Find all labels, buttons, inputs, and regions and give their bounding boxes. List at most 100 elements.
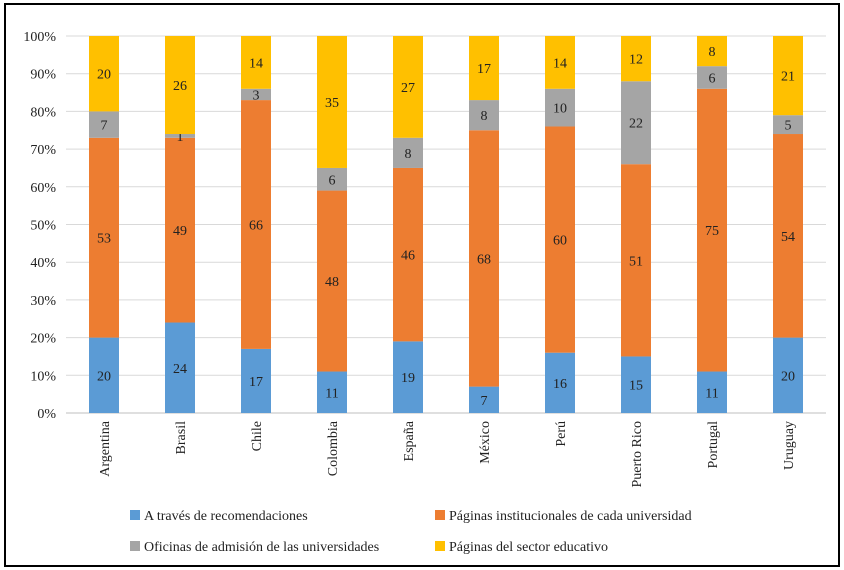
bar-segment — [165, 134, 195, 138]
bar-segment — [773, 115, 803, 135]
data-label: 20 — [781, 369, 795, 384]
bar-segment — [165, 137, 195, 323]
data-label: 60 — [553, 234, 567, 249]
category-label: Chile — [250, 421, 265, 451]
category-label: Argentina — [98, 420, 113, 477]
y-tick-label: 50% — [30, 219, 56, 234]
bar-segment — [697, 88, 727, 372]
data-label: 35 — [325, 96, 339, 111]
bar-segment — [469, 36, 499, 101]
bar-segment — [773, 36, 803, 116]
category-label: Brasil — [174, 421, 189, 455]
bar-segment — [393, 36, 423, 138]
bar-segment — [89, 111, 119, 138]
bar-segment — [773, 134, 803, 338]
bar-segment — [241, 348, 271, 413]
y-tick-label: 20% — [30, 332, 56, 347]
bar-segment — [469, 386, 499, 413]
category-label: Colombia — [326, 420, 341, 476]
data-label: 14 — [249, 56, 263, 71]
data-label: 20 — [97, 68, 111, 83]
bar-segment — [89, 337, 119, 413]
category-label: México — [478, 421, 493, 464]
data-label: 53 — [97, 232, 111, 247]
data-label: 1 — [177, 130, 184, 145]
legend-swatch — [130, 541, 140, 551]
data-label: 48 — [325, 275, 339, 290]
legend-label: Páginas institucionales de cada universi… — [449, 509, 692, 524]
y-tick-label: 80% — [30, 105, 56, 120]
bar-segment — [545, 352, 575, 413]
bar-segment — [241, 100, 271, 349]
data-label: 16 — [553, 377, 567, 392]
bar-segment — [545, 126, 575, 353]
category-label: Perú — [554, 421, 569, 447]
data-label: 17 — [477, 62, 491, 77]
category-label: Puerto Rico — [630, 421, 645, 488]
category-label: Portugal — [706, 421, 721, 469]
bar-segment — [545, 88, 575, 127]
data-label: 11 — [325, 386, 338, 401]
bar-segment — [621, 164, 651, 357]
data-label: 46 — [401, 249, 415, 264]
bar-segment — [697, 371, 727, 413]
bar-segment — [469, 130, 499, 387]
data-label: 21 — [781, 70, 795, 85]
data-label: 26 — [173, 79, 187, 94]
data-label: 7 — [481, 394, 488, 409]
bar-segment — [165, 322, 195, 413]
bar-segment — [89, 137, 119, 338]
bars: 2053720244912617663141148635194682776881… — [89, 36, 803, 413]
y-tick-label: 90% — [30, 68, 56, 83]
legend-swatch — [130, 510, 140, 520]
bar-segment — [317, 371, 347, 413]
legend-swatch — [435, 510, 445, 520]
data-label: 8 — [709, 45, 716, 60]
y-tick-label: 100% — [23, 30, 56, 45]
data-label: 6 — [709, 71, 716, 86]
bar-segment — [317, 190, 347, 372]
data-label: 14 — [553, 56, 567, 71]
data-label: 12 — [629, 53, 643, 68]
category-label: España — [402, 420, 417, 461]
y-axis-ticks: 0% 10% 20% 30% 40% 50% 60% 70% 80% 90% 100% — [23, 30, 56, 422]
data-label: 51 — [629, 254, 643, 269]
bar-segment — [469, 100, 499, 131]
data-label: 10 — [553, 102, 567, 117]
data-label: 15 — [629, 379, 643, 394]
bar-segment — [89, 36, 119, 112]
bar-segment — [621, 81, 651, 165]
data-label: 6 — [329, 173, 336, 188]
legend: A través de recomendaciones Páginas insti… — [130, 509, 692, 555]
data-label: 27 — [401, 81, 415, 96]
category-label: Uruguay — [782, 421, 797, 470]
bar-segment — [317, 36, 347, 168]
data-label: 5 — [785, 119, 792, 134]
data-label: 49 — [173, 224, 187, 239]
y-tick-label: 10% — [30, 369, 56, 384]
y-tick-label: 40% — [30, 256, 56, 271]
data-label: 22 — [629, 117, 643, 132]
bar-segment — [241, 88, 271, 101]
legend-label: Oficinas de admisión de las universidade… — [144, 540, 379, 555]
bar-segment — [621, 356, 651, 413]
data-label: 8 — [405, 147, 412, 162]
bar-segment — [317, 167, 347, 191]
y-tick-label: 70% — [30, 143, 56, 158]
bar-segment — [393, 137, 423, 168]
bar-segment — [241, 36, 271, 89]
data-label: 54 — [781, 230, 795, 245]
bar-segment — [773, 337, 803, 413]
bar-segment — [165, 36, 195, 135]
y-tick-label: 60% — [30, 181, 56, 196]
bar-segment — [545, 36, 575, 89]
bar-segment — [621, 36, 651, 82]
data-label: 3 — [253, 88, 260, 103]
y-tick-label: 0% — [37, 407, 56, 422]
data-label: 11 — [705, 386, 718, 401]
data-label: 68 — [477, 252, 491, 267]
x-axis-categories: Argentina Brasil Chile Colombia España México… — [98, 420, 797, 487]
data-label: 20 — [97, 369, 111, 384]
bar-segment — [393, 341, 423, 413]
